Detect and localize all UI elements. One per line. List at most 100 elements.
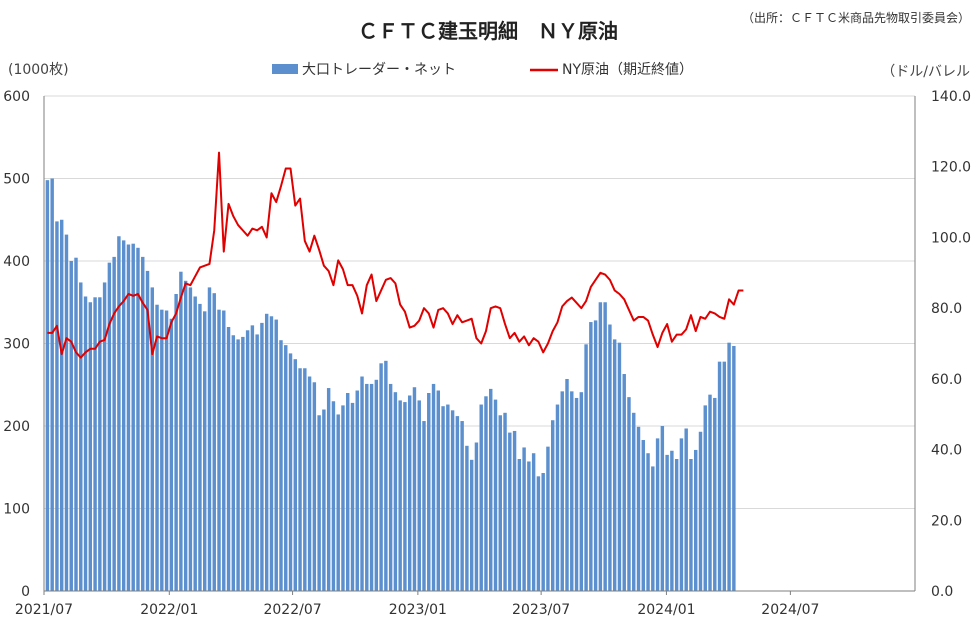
bar [627,397,631,592]
bar [493,399,498,591]
bar [303,368,307,591]
bar [641,440,645,591]
bar [512,430,517,591]
bar [703,405,707,592]
bar [322,409,326,591]
bar [155,304,159,591]
bar [64,234,69,591]
bar [632,412,636,591]
bar [307,376,312,591]
bar [145,270,150,591]
x-tick-label: 2022/01 [140,602,198,618]
bar [727,342,731,591]
bar [331,401,336,591]
left-tick-label: 100 [3,502,30,518]
bar [217,309,221,591]
right-axis-unit: （ドル/バレル [881,64,970,80]
bar [679,438,684,592]
bar [708,394,712,591]
right-tick-label: 40.0 [931,443,962,459]
chart-title: ＣＦＴＣ建玉明細 ＮＹ原油 [358,19,618,43]
legend-bar-label: 大口トレーダー・ネット [302,62,456,78]
legend: 大口トレーダー・ネット NY原油（期近終値） [272,62,693,78]
bar [655,438,660,592]
bar [732,345,736,591]
bar [59,219,64,591]
bar [222,310,226,591]
right-tick-label: 20.0 [931,513,962,529]
bar [150,287,154,591]
bar [174,294,178,591]
chart-source: （出所：ＣＦＴＣ米商品先物取引委員会） [742,10,970,25]
bar [98,297,102,591]
bar [469,459,474,591]
bar [508,432,512,591]
line-series [47,151,744,359]
bar [660,426,665,591]
bar [179,271,183,591]
bar [646,453,650,591]
bar [198,303,202,591]
bar [546,446,550,592]
bar [674,459,679,591]
bar [651,466,655,591]
bar [193,296,197,591]
bar [269,316,274,591]
bar [88,302,93,591]
left-axis-ticks: 0 100 200 300 400 500 600 [3,89,30,600]
x-tick-label: 2024/07 [761,602,819,618]
bar [479,404,483,591]
bar [365,383,369,591]
bar [684,428,688,591]
bar [722,361,727,591]
right-tick-label: 80.0 [931,301,962,317]
bar [226,327,231,591]
bar [312,382,317,591]
bar [465,445,469,591]
bar [355,390,359,591]
bar [484,396,488,591]
bar [570,391,574,591]
bar [83,296,88,591]
right-axis-ticks: 0.0 20.0 40.0 60.0 80.0 100.0 120.0 140.0 [931,89,971,600]
bar [131,243,135,591]
bar [93,297,97,591]
bar [665,454,669,592]
bar [541,473,545,591]
bar [45,180,50,591]
bar [474,442,479,591]
bar [713,397,717,591]
bar [350,402,355,591]
bar [207,287,212,591]
bar [670,450,674,591]
bar [50,178,54,591]
x-tick-label: 2023/01 [389,602,447,618]
legend-bar-swatch [272,64,298,74]
bar [522,447,526,591]
bar [298,368,302,591]
bar-series [45,178,736,592]
bar [317,415,321,591]
bar [603,302,607,591]
bar [164,310,169,591]
bar [498,415,502,591]
x-axis-ticks: 2021/07 2022/01 2022/07 2023/01 2023/07 2024/… [15,591,819,618]
bar [593,320,598,591]
price-line [47,151,744,359]
bar [264,313,269,591]
bar [188,287,193,591]
left-tick-label: 200 [3,419,30,435]
bar [446,404,450,591]
bar [245,330,250,591]
x-tick-label: 2022/07 [263,602,321,618]
bar [74,257,78,591]
bar [169,318,174,591]
bar [241,336,245,591]
bar [503,412,507,591]
bar [250,325,255,591]
bar [431,383,436,591]
bar [288,353,293,591]
bar [102,282,107,591]
right-tick-label: 60.0 [931,372,962,388]
